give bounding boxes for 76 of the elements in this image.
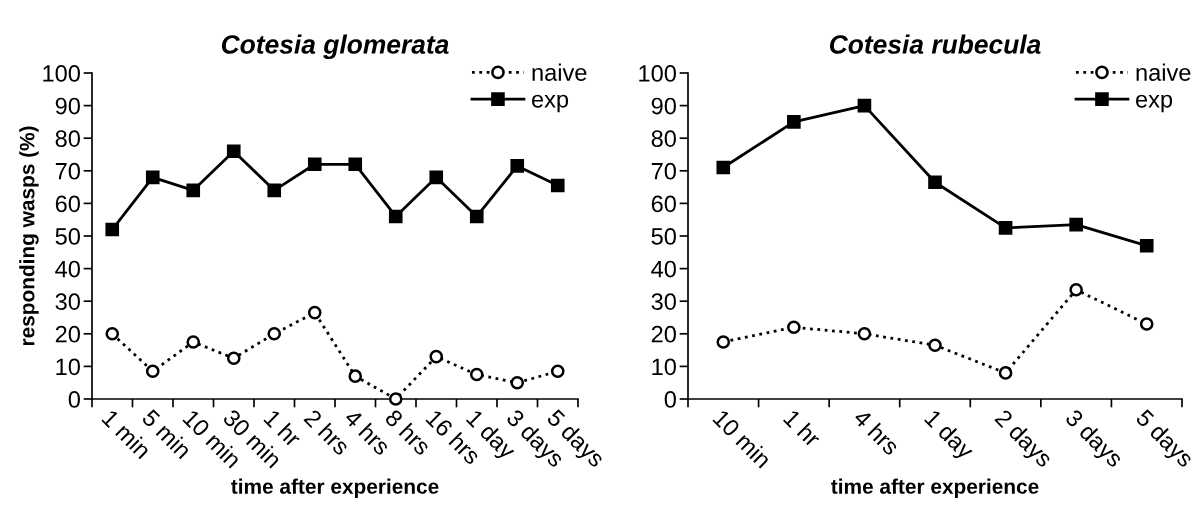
y-tick-label: 90 bbox=[55, 97, 80, 115]
point bbox=[928, 338, 942, 353]
point bbox=[307, 157, 322, 172]
x-tick-label: 5 days bbox=[1131, 408, 1196, 472]
point bbox=[226, 351, 241, 366]
point bbox=[1139, 317, 1154, 331]
point bbox=[716, 160, 731, 175]
point bbox=[145, 170, 160, 185]
point bbox=[226, 144, 241, 159]
point bbox=[928, 175, 942, 190]
y-tick-label: 60 bbox=[651, 195, 676, 213]
x-axis-title: time after experience bbox=[831, 478, 1039, 498]
point bbox=[186, 335, 201, 349]
chart-title: Cotesia rubecula bbox=[829, 34, 1041, 54]
point bbox=[388, 392, 403, 406]
x-tick-label: 3 days bbox=[1061, 407, 1125, 472]
point bbox=[550, 178, 565, 193]
point bbox=[1139, 238, 1154, 253]
point bbox=[105, 326, 120, 341]
point bbox=[787, 115, 801, 129]
point bbox=[145, 364, 160, 379]
x-tick-label: 10 min bbox=[712, 408, 773, 469]
x-tick-label: 1 day bbox=[920, 408, 976, 464]
y-tick-label: 40 bbox=[651, 260, 676, 278]
point bbox=[429, 170, 444, 185]
point bbox=[857, 98, 872, 113]
legend-label: naive bbox=[532, 63, 587, 81]
point bbox=[1069, 217, 1083, 232]
point bbox=[307, 305, 322, 320]
x-tick-label: 2 days bbox=[990, 408, 1055, 472]
y-tick-label: 20 bbox=[55, 325, 80, 343]
point bbox=[510, 159, 525, 173]
y-axis-title: responding wasps (%) bbox=[19, 126, 39, 346]
chart-title: Cotesia glomerata bbox=[221, 34, 449, 60]
y-tick-label: 60 bbox=[55, 195, 80, 213]
point bbox=[469, 209, 484, 224]
x-axis-title: time after experience bbox=[231, 478, 439, 498]
point bbox=[186, 183, 201, 198]
point bbox=[429, 349, 444, 364]
point bbox=[716, 335, 731, 349]
legend-label: naive bbox=[1136, 63, 1191, 81]
y-tick-label: 50 bbox=[651, 228, 676, 245]
y-tick-label: 40 bbox=[55, 260, 80, 278]
x-tick-label: 1 hr bbox=[783, 408, 823, 448]
legend-label: exp bbox=[532, 94, 569, 113]
y-tick-label: 10 bbox=[56, 358, 80, 376]
point bbox=[550, 364, 565, 379]
point bbox=[510, 375, 525, 390]
y-tick-label: 80 bbox=[651, 130, 676, 147]
point bbox=[348, 157, 363, 172]
point bbox=[469, 367, 484, 382]
y-tick-label: 30 bbox=[55, 293, 80, 310]
y-tick-label: 50 bbox=[55, 228, 80, 245]
y-tick-label: 70 bbox=[651, 162, 676, 180]
y-tick-label: 20 bbox=[651, 325, 676, 343]
y-tick-label: 100 bbox=[639, 65, 676, 82]
legend-label: exp bbox=[1136, 94, 1173, 113]
point bbox=[105, 222, 120, 237]
y-tick-label: 0 bbox=[664, 391, 676, 408]
y-tick-label: 10 bbox=[652, 358, 676, 376]
x-tick-label: 4 hrs bbox=[852, 407, 901, 457]
y-tick-label: 100 bbox=[43, 65, 80, 82]
point bbox=[267, 183, 282, 198]
point bbox=[998, 366, 1013, 380]
point bbox=[787, 320, 801, 335]
y-tick-label: 90 bbox=[651, 97, 676, 115]
y-tick-label: 0 bbox=[68, 391, 80, 408]
y-tick-label: 30 bbox=[651, 293, 676, 310]
y-tick-label: 80 bbox=[55, 130, 80, 147]
y-tick-label: 70 bbox=[55, 162, 80, 180]
point bbox=[388, 209, 403, 224]
point bbox=[998, 221, 1013, 235]
point bbox=[348, 369, 363, 383]
point bbox=[857, 326, 872, 341]
point bbox=[267, 326, 282, 341]
point bbox=[1069, 282, 1083, 297]
